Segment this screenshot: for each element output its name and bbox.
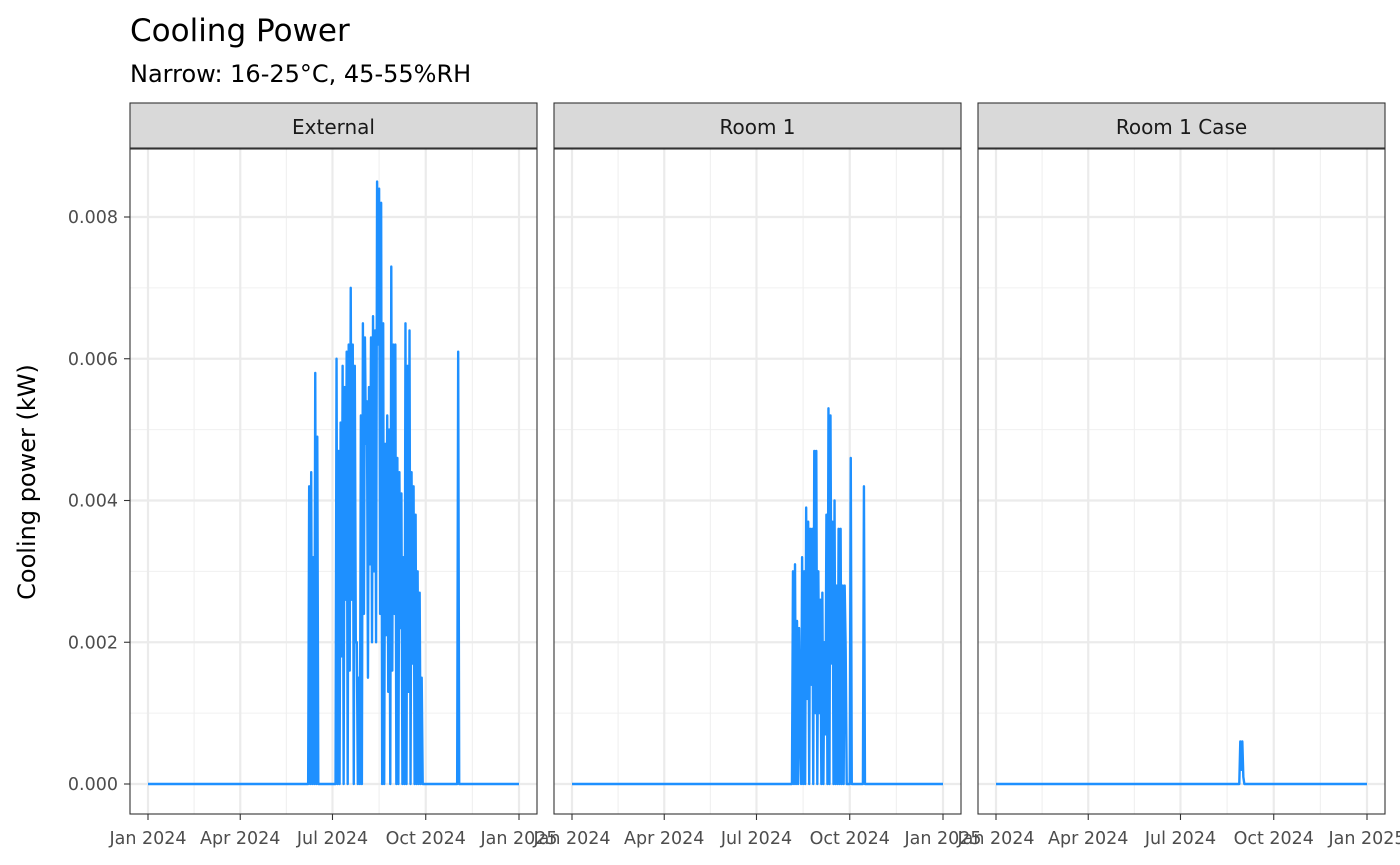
facet-panels: 0.000 0.002 0.004 0.006 0.008 External Jan 202… — [68, 102, 1400, 849]
y-tick-label: 0.002 — [68, 633, 118, 653]
x-tick-label: Apr 2024 — [200, 829, 280, 849]
chart-title: Cooling Power — [130, 13, 350, 49]
x-tick-label: Jan 2024 — [108, 829, 186, 849]
strip-label: Room 1 Case — [1116, 115, 1247, 139]
x-tick-label: Jan 2024 — [532, 829, 610, 849]
y-tick-label: 0.006 — [68, 350, 118, 370]
x-tick-label: Jan 2024 — [956, 829, 1034, 849]
x-tick-label: Oct 2024 — [810, 829, 890, 849]
panel-border — [129, 148, 538, 815]
x-tick-label: Jul 2024 — [720, 829, 792, 849]
x-tick-label: Jul 2024 — [1144, 829, 1216, 849]
x-tick-label: Jan 2025 — [903, 829, 981, 849]
y-tick-label: 0.008 — [68, 208, 118, 228]
x-tick-label: Apr 2024 — [1048, 829, 1128, 849]
y-axis-title: Cooling power (kW) — [13, 364, 41, 600]
series-line — [572, 407, 943, 786]
facet-panel: Room 1 Jan 2024 Apr 2024 Jul 2024 Oct 2024 Ja… — [532, 102, 982, 849]
strip-label: External — [292, 115, 375, 139]
chart-subtitle: Narrow: 16-25°C, 45-55%RH — [130, 60, 471, 88]
x-tick-label: Jan 2025 — [479, 829, 557, 849]
x-tick-label: Jan 2025 — [1327, 829, 1400, 849]
x-tick-label: Jul 2024 — [296, 829, 368, 849]
y-tick-label: 0.000 — [68, 775, 118, 795]
y-tick-label: 0.004 — [68, 492, 118, 512]
x-tick-label: Oct 2024 — [1234, 829, 1314, 849]
series-line — [148, 180, 519, 786]
panel-border — [553, 148, 962, 815]
strip-background — [129, 102, 538, 149]
strip-label: Room 1 — [719, 115, 795, 139]
x-tick-label: Apr 2024 — [624, 829, 704, 849]
facet-panel: Room 1 Case Jan 2024 Apr 2024 Jul 2024 Oct 2… — [956, 102, 1400, 849]
facet-panel: External Jan 2024 Apr 2024 Jul 2024 Oct 2024… — [108, 102, 558, 849]
strip-background — [977, 102, 1386, 149]
strip-background — [553, 102, 962, 149]
x-tick-label: Oct 2024 — [386, 829, 466, 849]
panel-border — [977, 148, 1386, 815]
series-line — [996, 740, 1367, 786]
